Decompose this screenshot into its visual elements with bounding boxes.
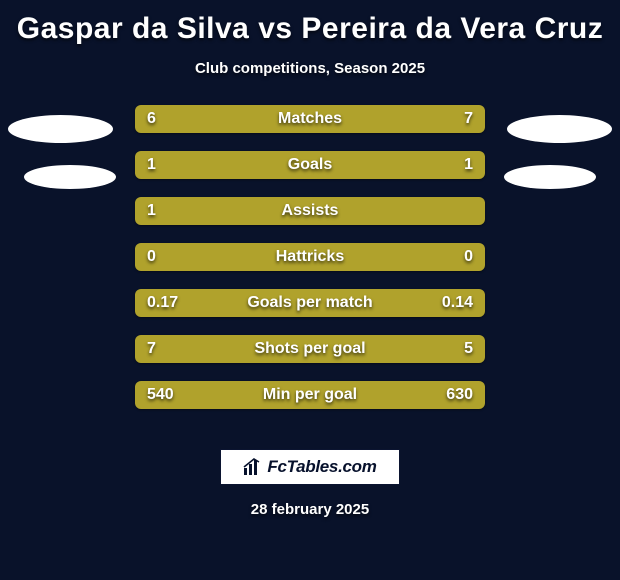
- stat-value-right: 0: [464, 239, 473, 275]
- stat-label: Assists: [135, 193, 485, 229]
- stat-row: Matches6 7: [135, 101, 485, 137]
- player-left-ellipse-top: [8, 115, 113, 143]
- subtitle: Club competitions, Season 2025: [0, 60, 620, 77]
- stat-value-left: 0.17: [147, 285, 178, 321]
- stat-row: Min per goal540 630: [135, 377, 485, 413]
- stat-label: Hattricks: [135, 239, 485, 275]
- date-label: 28 february 2025: [0, 501, 620, 518]
- stat-value-left: 1: [147, 147, 156, 183]
- stat-value-left: 6: [147, 101, 156, 137]
- stat-value-right: 0.14: [442, 285, 473, 321]
- stat-row: Assists1: [135, 193, 485, 229]
- stat-row: Shots per goal7 5: [135, 331, 485, 367]
- player-right-ellipse-bottom: [504, 165, 596, 189]
- stat-value-left: 540: [147, 377, 174, 413]
- stat-value-right: 5: [464, 331, 473, 367]
- stat-value-left: 7: [147, 331, 156, 367]
- page-title: Gaspar da Silva vs Pereira da Vera Cruz: [0, 0, 620, 46]
- stat-value-left: 0: [147, 239, 156, 275]
- stat-label: Goals per match: [135, 285, 485, 321]
- stat-row: Hattricks0 0: [135, 239, 485, 275]
- brand-box[interactable]: FcTables.com: [220, 449, 400, 485]
- stat-value-left: 1: [147, 193, 156, 229]
- stat-label: Shots per goal: [135, 331, 485, 367]
- stat-label: Matches: [135, 101, 485, 137]
- stat-value-right: 1: [464, 147, 473, 183]
- stat-label: Goals: [135, 147, 485, 183]
- stat-value-right: 630: [446, 377, 473, 413]
- chart-icon: [243, 458, 263, 476]
- stat-bars: Matches67Goals11Assists1Hattricks00Goals…: [135, 101, 485, 423]
- stat-row: Goals1 1: [135, 147, 485, 183]
- comparison-stage: Matches67Goals11Assists1Hattricks00Goals…: [0, 101, 620, 431]
- player-left-ellipse-bottom: [24, 165, 116, 189]
- brand-text: FcTables.com: [267, 457, 376, 477]
- player-right-ellipse-top: [507, 115, 612, 143]
- stat-row: Goals per match0.17 0.14: [135, 285, 485, 321]
- stat-value-right: 7: [464, 101, 473, 137]
- stat-label: Min per goal: [135, 377, 485, 413]
